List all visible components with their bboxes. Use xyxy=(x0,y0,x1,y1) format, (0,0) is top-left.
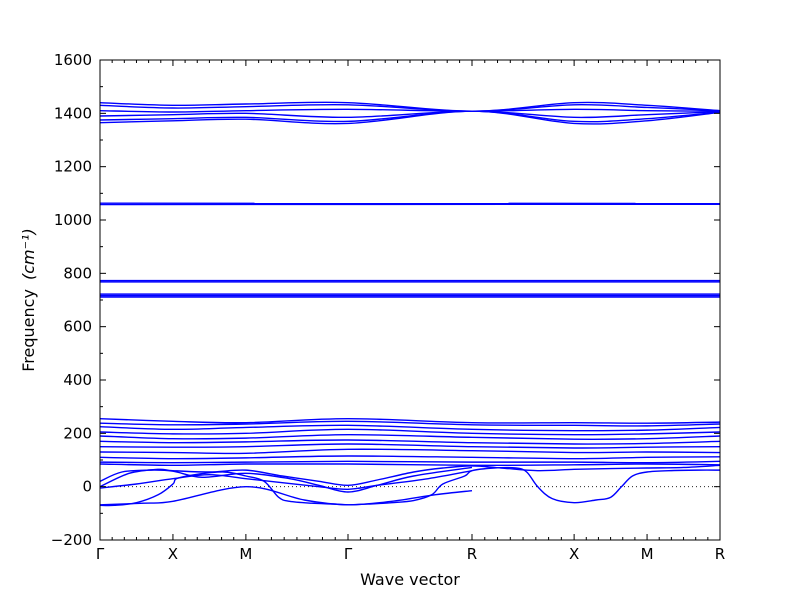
x-tick-label: M xyxy=(641,545,654,563)
y-axis: −200 0 200 400 600 800 1000 1200 1400 1600 xyxy=(51,51,720,549)
x-tick-label: X xyxy=(168,545,178,563)
plot-frame xyxy=(99,59,721,541)
band-line xyxy=(100,428,720,436)
band-line xyxy=(100,455,720,460)
y-tick-label: 0 xyxy=(82,478,92,496)
y-tick-label: 1600 xyxy=(54,51,92,69)
y-tick-label: −200 xyxy=(51,531,92,549)
x-tick-label: Γ xyxy=(96,545,105,563)
band-line xyxy=(100,433,720,440)
band-line xyxy=(100,110,720,119)
band-line xyxy=(100,110,720,123)
band-line xyxy=(100,108,720,113)
x-tick-label: X xyxy=(569,545,579,563)
band-line xyxy=(100,424,720,432)
band-line xyxy=(100,443,720,449)
band-line xyxy=(100,110,720,125)
y-tick-label: 400 xyxy=(63,371,92,389)
band-line xyxy=(100,448,720,455)
x-tick-label: R xyxy=(467,545,477,563)
y-tick-label: 1400 xyxy=(54,104,92,122)
x-tick-label: Γ xyxy=(344,545,353,563)
y-tick-label: 800 xyxy=(63,264,92,282)
x-tick-label: M xyxy=(239,545,252,563)
band-line xyxy=(100,464,720,488)
band-line xyxy=(100,101,720,112)
y-axis-title-text: Frequency xyxy=(19,289,38,372)
band-line xyxy=(100,439,720,445)
y-axis-unit: (cm⁻¹) xyxy=(19,228,38,280)
x-axis-title: Wave vector xyxy=(360,570,460,589)
band-line xyxy=(100,485,473,506)
band-line xyxy=(100,420,720,427)
plot-area xyxy=(100,101,720,507)
y-axis-title: Frequency (cm⁻¹) xyxy=(19,228,38,371)
y-tick-label: 600 xyxy=(63,318,92,336)
band-line xyxy=(100,460,720,464)
band-lines xyxy=(100,101,720,507)
band-line xyxy=(100,466,720,507)
band-line xyxy=(100,417,720,424)
y-tick-label: 1000 xyxy=(54,211,92,229)
band-line xyxy=(100,463,720,467)
y-tick-label: 1200 xyxy=(54,158,92,176)
band-line xyxy=(100,103,720,112)
band-line xyxy=(100,469,473,491)
y-tick-label: 200 xyxy=(63,424,92,442)
x-tick-label: R xyxy=(715,545,725,563)
